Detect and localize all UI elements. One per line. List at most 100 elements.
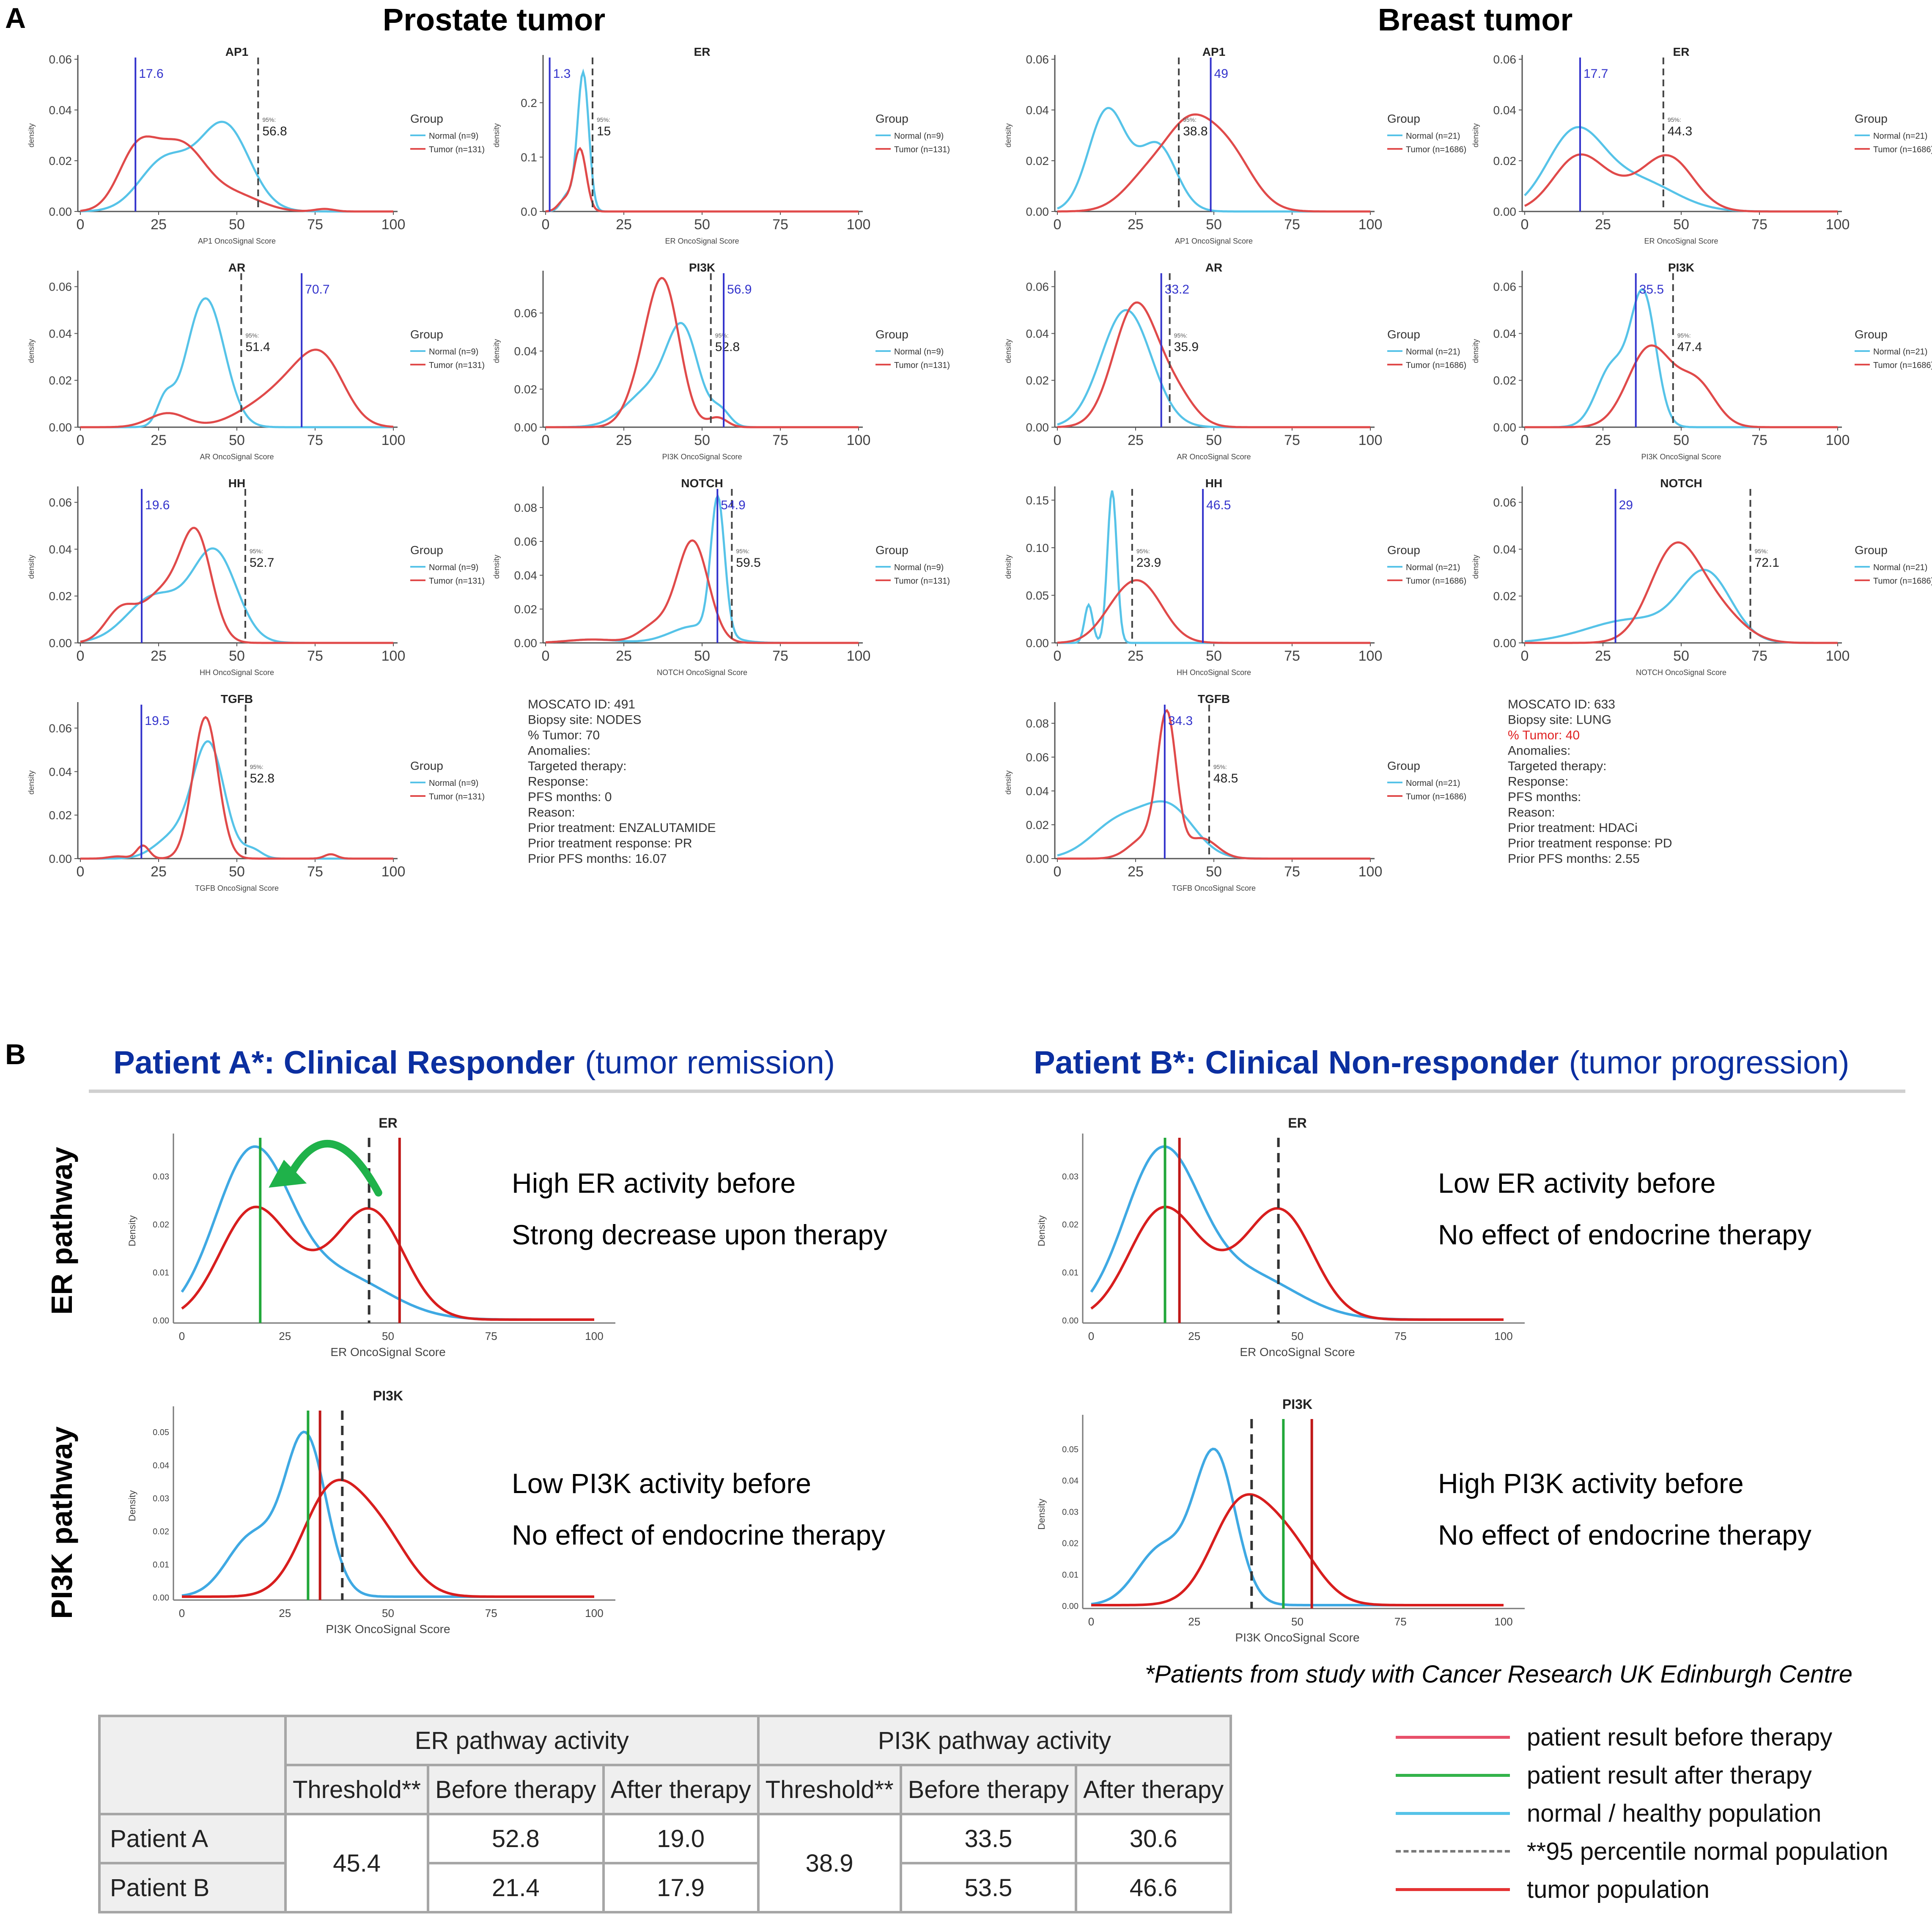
plot-title: AP1: [225, 45, 248, 58]
y-tick-label: 0.00: [1026, 421, 1049, 434]
y-axis-label: Density: [127, 1215, 137, 1246]
threshold-value-label: 38.8: [1183, 124, 1208, 138]
info-line: Response:: [1508, 775, 1568, 789]
y-axis-label: Density: [1036, 1499, 1047, 1529]
y-axis-label: density: [1004, 554, 1013, 579]
legend-item: normal / healthy population: [1396, 1793, 1929, 1831]
x-tick-label: 50: [229, 217, 245, 233]
legend-label: patient result after therapy: [1527, 1762, 1812, 1789]
x-tick-label: 25: [1595, 432, 1611, 448]
info-line: Prior PFS months: 16.07: [528, 852, 667, 866]
threshold-caption: 95%:: [245, 332, 259, 339]
x-tick-label: 75: [1394, 1615, 1407, 1628]
pi3k-before-value: 33.5: [899, 1813, 1078, 1864]
y-axis-label: Density: [127, 1490, 137, 1521]
legend-normal-label: Normal (n=9): [894, 347, 944, 357]
x-axis-label: ER OncoSignal Score: [1240, 1345, 1355, 1359]
normal-density-curve: [80, 547, 393, 644]
y-tick-label: 0.06: [49, 280, 72, 294]
info-line: Anomalies:: [1508, 744, 1570, 758]
y-tick-label: 0.02: [1026, 154, 1049, 167]
y-tick-label: 0.04: [514, 345, 538, 358]
x-axis-label: PI3K OncoSignal Score: [1235, 1631, 1359, 1644]
table-header-row: ER pathway activity PI3K pathway activit…: [98, 1715, 1232, 1815]
normal-density-curve: [1524, 568, 1838, 644]
y-tick-label: 0.02: [514, 383, 538, 396]
patient-a-pi3k-plot: PI3K 0 25 50 75 100 0.00 0.01 0.02 0.03 0.04 0.05 PI…: [127, 1388, 615, 1636]
normal-density-curve: [1057, 490, 1370, 644]
density-plot-prostate-hh: HH 0 25 50 75 100 0.00 0.02 0.04 0.06 HH OncoSigna…: [27, 477, 485, 677]
info-line: Prior treatment response: PD: [1508, 837, 1672, 851]
x-tick-label: 25: [616, 648, 632, 664]
patient-b-pi3k-description: High PI3K activity before No effect of e…: [1438, 1468, 1811, 1551]
legend-title: Group: [410, 112, 443, 125]
patient-a-heading-rest: (tumor remission): [585, 1045, 835, 1081]
density-plot-breast-ap1: AP1 0 25 50 75 100 0.00 0.02 0.04 0.06 AP1 OncoSig…: [1004, 45, 1466, 245]
threshold-value-label: 52.7: [250, 556, 274, 570]
y-tick-label: 0.00: [1026, 205, 1049, 218]
y-tick-label: 0.04: [49, 104, 72, 117]
density-plot-prostate-ap1: AP1 0 25 50 75 100 0.00 0.02 0.04 0.06 AP1 OncoSig…: [27, 45, 485, 245]
x-tick-label: 100: [381, 217, 406, 233]
y-tick-label: 0.02: [49, 590, 72, 603]
y-tick-label: 0.03: [153, 1172, 169, 1181]
patient-b-pi3k-plot: PI3K 0 25 50 75 100 0.00 0.01 0.02 0.03 0.04 0.05 PI…: [1036, 1397, 1525, 1644]
x-tick-label: 25: [151, 864, 167, 880]
patient-a-pi3k-description: Low PI3K activity before No effect of en…: [512, 1468, 885, 1551]
threshold-caption: 95%:: [250, 763, 263, 770]
x-tick-label: 0: [77, 648, 85, 664]
x-tick-label: 75: [1394, 1330, 1407, 1342]
threshold-value-label: 52.8: [715, 340, 740, 354]
y-tick-label: 0.04: [1493, 327, 1517, 340]
threshold-value-label: 44.3: [1668, 124, 1692, 138]
plot-title: NOTCH: [1660, 477, 1702, 490]
er-before-header: Before therapy: [427, 1764, 605, 1815]
tumor-density-curve: [80, 135, 393, 213]
plot-title: PI3K: [689, 261, 715, 274]
patient-a-heading-bold: Patient A*: Clinical Responder: [113, 1045, 575, 1081]
er-threshold-value: 45.4: [284, 1813, 430, 1913]
patient-a-er-description: High ER activity before Strong decrease …: [512, 1167, 887, 1250]
patient-score-label: 54.9: [721, 498, 745, 512]
info-line: MOSCATO ID: 633: [1508, 697, 1615, 711]
tumor-density-curve: [181, 1205, 594, 1321]
footnote: *Patients from study with Cancer Researc…: [1145, 1661, 1852, 1688]
y-tick-label: 0.02: [49, 154, 72, 167]
y-tick-label: 0.06: [1026, 53, 1049, 66]
x-tick-label: 50: [1673, 648, 1689, 664]
legend-swatch: [1396, 1888, 1510, 1891]
density-plot-prostate-ar: AR 0 25 50 75 100 0.00 0.02 0.04 0.06 AR OncoSigna…: [27, 261, 485, 461]
x-tick-label: 0: [77, 864, 85, 880]
y-tick-label: 0.02: [1026, 374, 1049, 387]
tumor-density-curve: [80, 349, 394, 428]
x-tick-label: 100: [381, 432, 406, 448]
y-axis-label: Density: [1036, 1215, 1047, 1246]
table-subheader-row: Threshold** Before therapy After therapy…: [99, 1764, 1232, 1815]
x-tick-label: 75: [1751, 432, 1767, 448]
x-tick-label: 25: [151, 432, 167, 448]
therapy-summary-table: ER pathway activity PI3K pathway activit…: [98, 1715, 1232, 1913]
description-line: Strong decrease upon therapy: [512, 1219, 887, 1250]
normal-density-curve: [1525, 288, 1838, 428]
plot-title: HH: [228, 477, 245, 490]
x-tick-label: 0: [1088, 1330, 1094, 1342]
normal-density-curve: [1057, 309, 1370, 428]
legend-tumor-label: Tumor (n=131): [894, 145, 950, 154]
x-tick-label: 75: [772, 432, 788, 448]
x-tick-label: 25: [1128, 432, 1144, 448]
threshold-caption: 95%:: [1213, 763, 1227, 770]
y-tick-label: 0.06: [1493, 280, 1517, 294]
normal-density-curve: [80, 121, 393, 213]
legend-title: Group: [1855, 544, 1888, 557]
legend-label: normal / healthy population: [1527, 1800, 1822, 1827]
description-line: No effect of endocrine therapy: [1438, 1219, 1811, 1250]
y-tick-label: 0.00: [153, 1316, 169, 1326]
x-tick-label: 100: [1358, 648, 1383, 664]
patient-a-heading: Patient A*: Clinical Responder (tumor rem…: [113, 1045, 835, 1081]
y-tick-label: 0.03: [153, 1494, 169, 1503]
legend-title: Group: [1387, 328, 1420, 341]
er-after-value: 19.0: [602, 1813, 760, 1864]
info-line: Response:: [528, 775, 588, 789]
y-tick-label: 0.05: [1062, 1445, 1079, 1454]
